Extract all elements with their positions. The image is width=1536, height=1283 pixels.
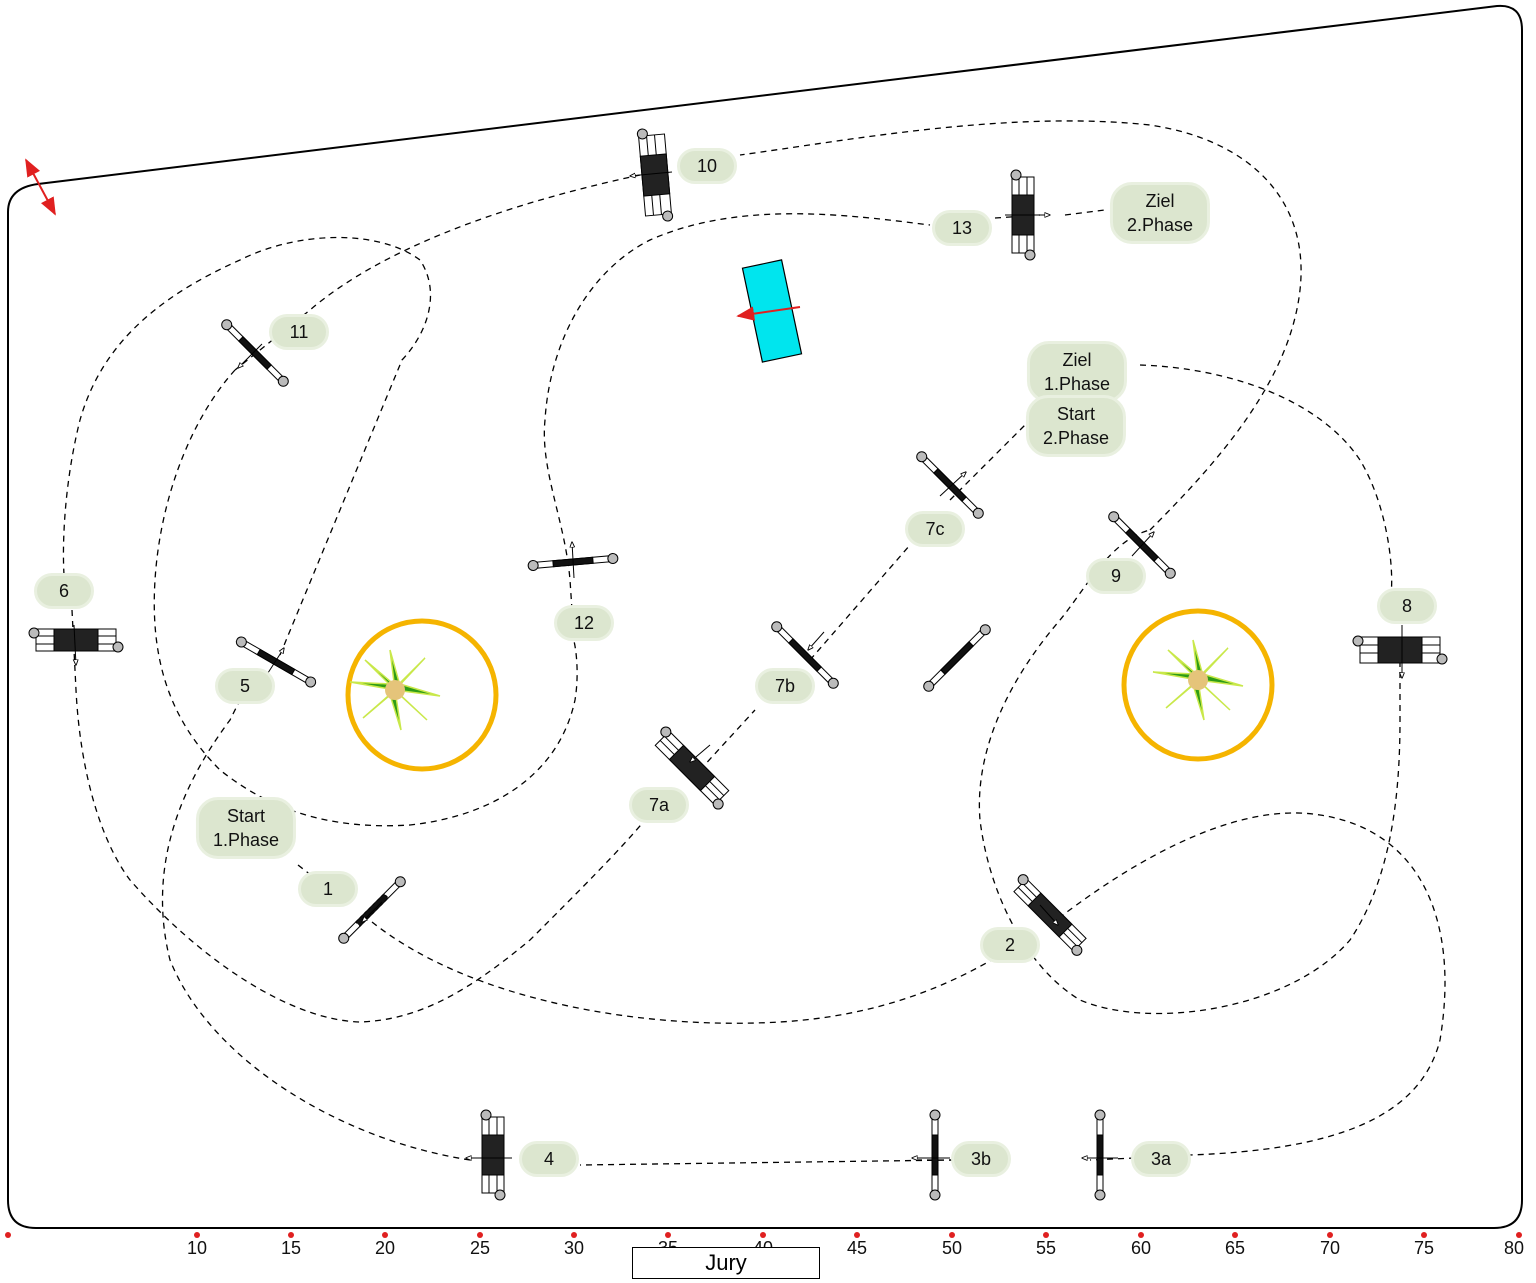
obstacle-2-label: 2 — [980, 927, 1040, 963]
start-phase-2-label: Start 2.Phase — [1025, 395, 1127, 457]
ruler-tick-20: 20 — [374, 1238, 396, 1258]
arena-boundary — [7, 4, 1523, 1229]
obstacle-7c-label: 7c — [905, 511, 965, 547]
ruler-tick-65: 65 — [1224, 1238, 1246, 1258]
start-phase-1-label: Start 1.Phase — [195, 797, 297, 859]
obstacle-7b-label: 7b — [755, 668, 815, 704]
jump-direction-arrows — [74, 171, 1402, 1158]
ruler-tick-75: 75 — [1413, 1238, 1435, 1258]
obstacle-1-label: 1 — [298, 871, 358, 907]
obstacle-3b-label: 3b — [951, 1141, 1011, 1177]
obstacle-11-label: 11 — [269, 314, 329, 350]
obstacle-9-label: 9 — [1086, 558, 1146, 594]
obstacle-7a-label: 7a — [629, 787, 689, 823]
ruler-tick-30: 30 — [563, 1238, 585, 1258]
ruler-tick-60: 60 — [1130, 1238, 1152, 1258]
obstacle-10-label: 10 — [677, 148, 737, 184]
obstacle-3a-label: 3a — [1131, 1141, 1191, 1177]
obstacle-13-label: 13 — [932, 210, 992, 246]
timing-box — [736, 259, 803, 363]
ruler-tick-25: 25 — [469, 1238, 491, 1258]
obstacle-5-label: 5 — [215, 668, 275, 704]
ruler-tick-55: 55 — [1035, 1238, 1057, 1258]
obstacle-8-label: 8 — [1377, 588, 1437, 624]
jury-box: Jury — [632, 1247, 820, 1279]
tree-icon — [1121, 608, 1275, 762]
ruler-tick-10: 10 — [186, 1238, 208, 1258]
tree-icon — [345, 618, 499, 772]
ruler-tick-80: 80 — [1503, 1238, 1525, 1258]
entry-arrow-icon — [25, 158, 56, 216]
jump-icon — [28, 128, 1448, 1201]
ruler-tick-50: 50 — [941, 1238, 963, 1258]
ruler-tick-15: 15 — [280, 1238, 302, 1258]
obstacle-6-label: 6 — [34, 573, 94, 609]
ruler-markers — [5, 1232, 1522, 1238]
obstacle-12-label: 12 — [554, 605, 614, 641]
ruler-tick-45: 45 — [846, 1238, 868, 1258]
ruler-tick-70: 70 — [1319, 1238, 1341, 1258]
course-route — [62, 120, 1446, 1166]
finish-phase-1-label: Ziel 1.Phase — [1026, 341, 1128, 403]
finish-phase-2-label: Ziel 2.Phase — [1109, 182, 1211, 244]
obstacle-4-label: 4 — [519, 1141, 579, 1177]
